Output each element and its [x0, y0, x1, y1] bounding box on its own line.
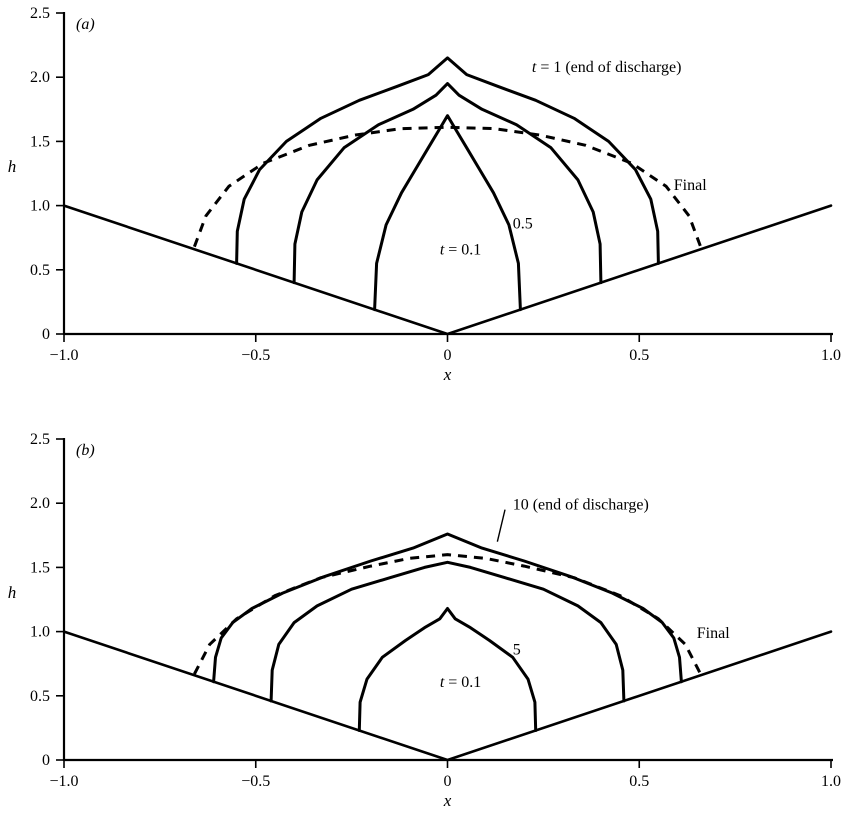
annotation-label: 10 (end of discharge) — [513, 497, 649, 514]
y-tick-label: 2.5 — [30, 431, 50, 448]
annotation-label: 5 — [513, 642, 521, 659]
y-tick-label: 2.5 — [30, 5, 50, 22]
annotation-label: 0.5 — [513, 216, 533, 233]
x-axis-label: x — [443, 791, 452, 810]
profile-curve — [235, 56, 660, 265]
y-axis-label: h — [8, 157, 17, 176]
y-tick-label: 1.5 — [30, 133, 50, 150]
profile-curve — [357, 607, 538, 732]
chart-panel: −1.0 −0.5 0 0.5 1.0 0 0.5 1.0 1.5 2.0 2.5 x h (b) 10 (… — [8, 431, 841, 810]
y-tick-label: 2.0 — [30, 495, 50, 512]
y-tick-label: 1.0 — [30, 198, 50, 215]
y-tick-label: 0.5 — [30, 262, 50, 279]
panel-label: (b) — [76, 442, 95, 459]
y-axis-label: h — [8, 583, 17, 602]
x-axis-label: x — [443, 365, 452, 384]
annotation-label: Final — [697, 625, 730, 642]
y-tick-label: 0.5 — [30, 688, 50, 705]
y-tick-label: 1.0 — [30, 624, 50, 641]
y-tick-label: 2.0 — [30, 69, 50, 86]
x-tick-label: −0.5 — [241, 773, 270, 790]
base-line — [62, 630, 833, 762]
y-tick-label: 0 — [42, 752, 50, 769]
x-tick-label: 0 — [444, 347, 452, 364]
profile-curve — [373, 114, 522, 312]
x-tick-label: 0.5 — [629, 347, 649, 364]
final-curve — [192, 125, 703, 248]
chart-panel: −1.0 −0.5 0 0.5 1.0 0 0.5 1.0 1.5 2.0 2.5 x h (a) t = … — [8, 5, 841, 384]
x-tick-label: 0 — [444, 773, 452, 790]
annotation-label: Final — [674, 177, 707, 194]
profile-curve — [269, 560, 626, 703]
leader-line — [496, 509, 506, 542]
y-tick-label: 1.5 — [30, 559, 50, 576]
x-tick-label: 0.5 — [629, 773, 649, 790]
x-tick-label: 1.0 — [821, 347, 841, 364]
annotation-label: t = 0.1 — [440, 674, 481, 691]
base-line — [62, 204, 833, 336]
profile-curve — [292, 82, 603, 285]
final-curve — [193, 553, 702, 675]
x-tick-label: 1.0 — [821, 773, 841, 790]
annotation-label: t = 1 (end of discharge) — [532, 59, 682, 76]
x-tick-label: −1.0 — [49, 773, 78, 790]
x-tick-label: −1.0 — [49, 347, 78, 364]
y-tick-label: 0 — [42, 326, 50, 343]
panel-label: (a) — [76, 16, 95, 33]
annotation-label: t = 0.1 — [440, 241, 481, 258]
x-tick-label: −0.5 — [241, 347, 270, 364]
